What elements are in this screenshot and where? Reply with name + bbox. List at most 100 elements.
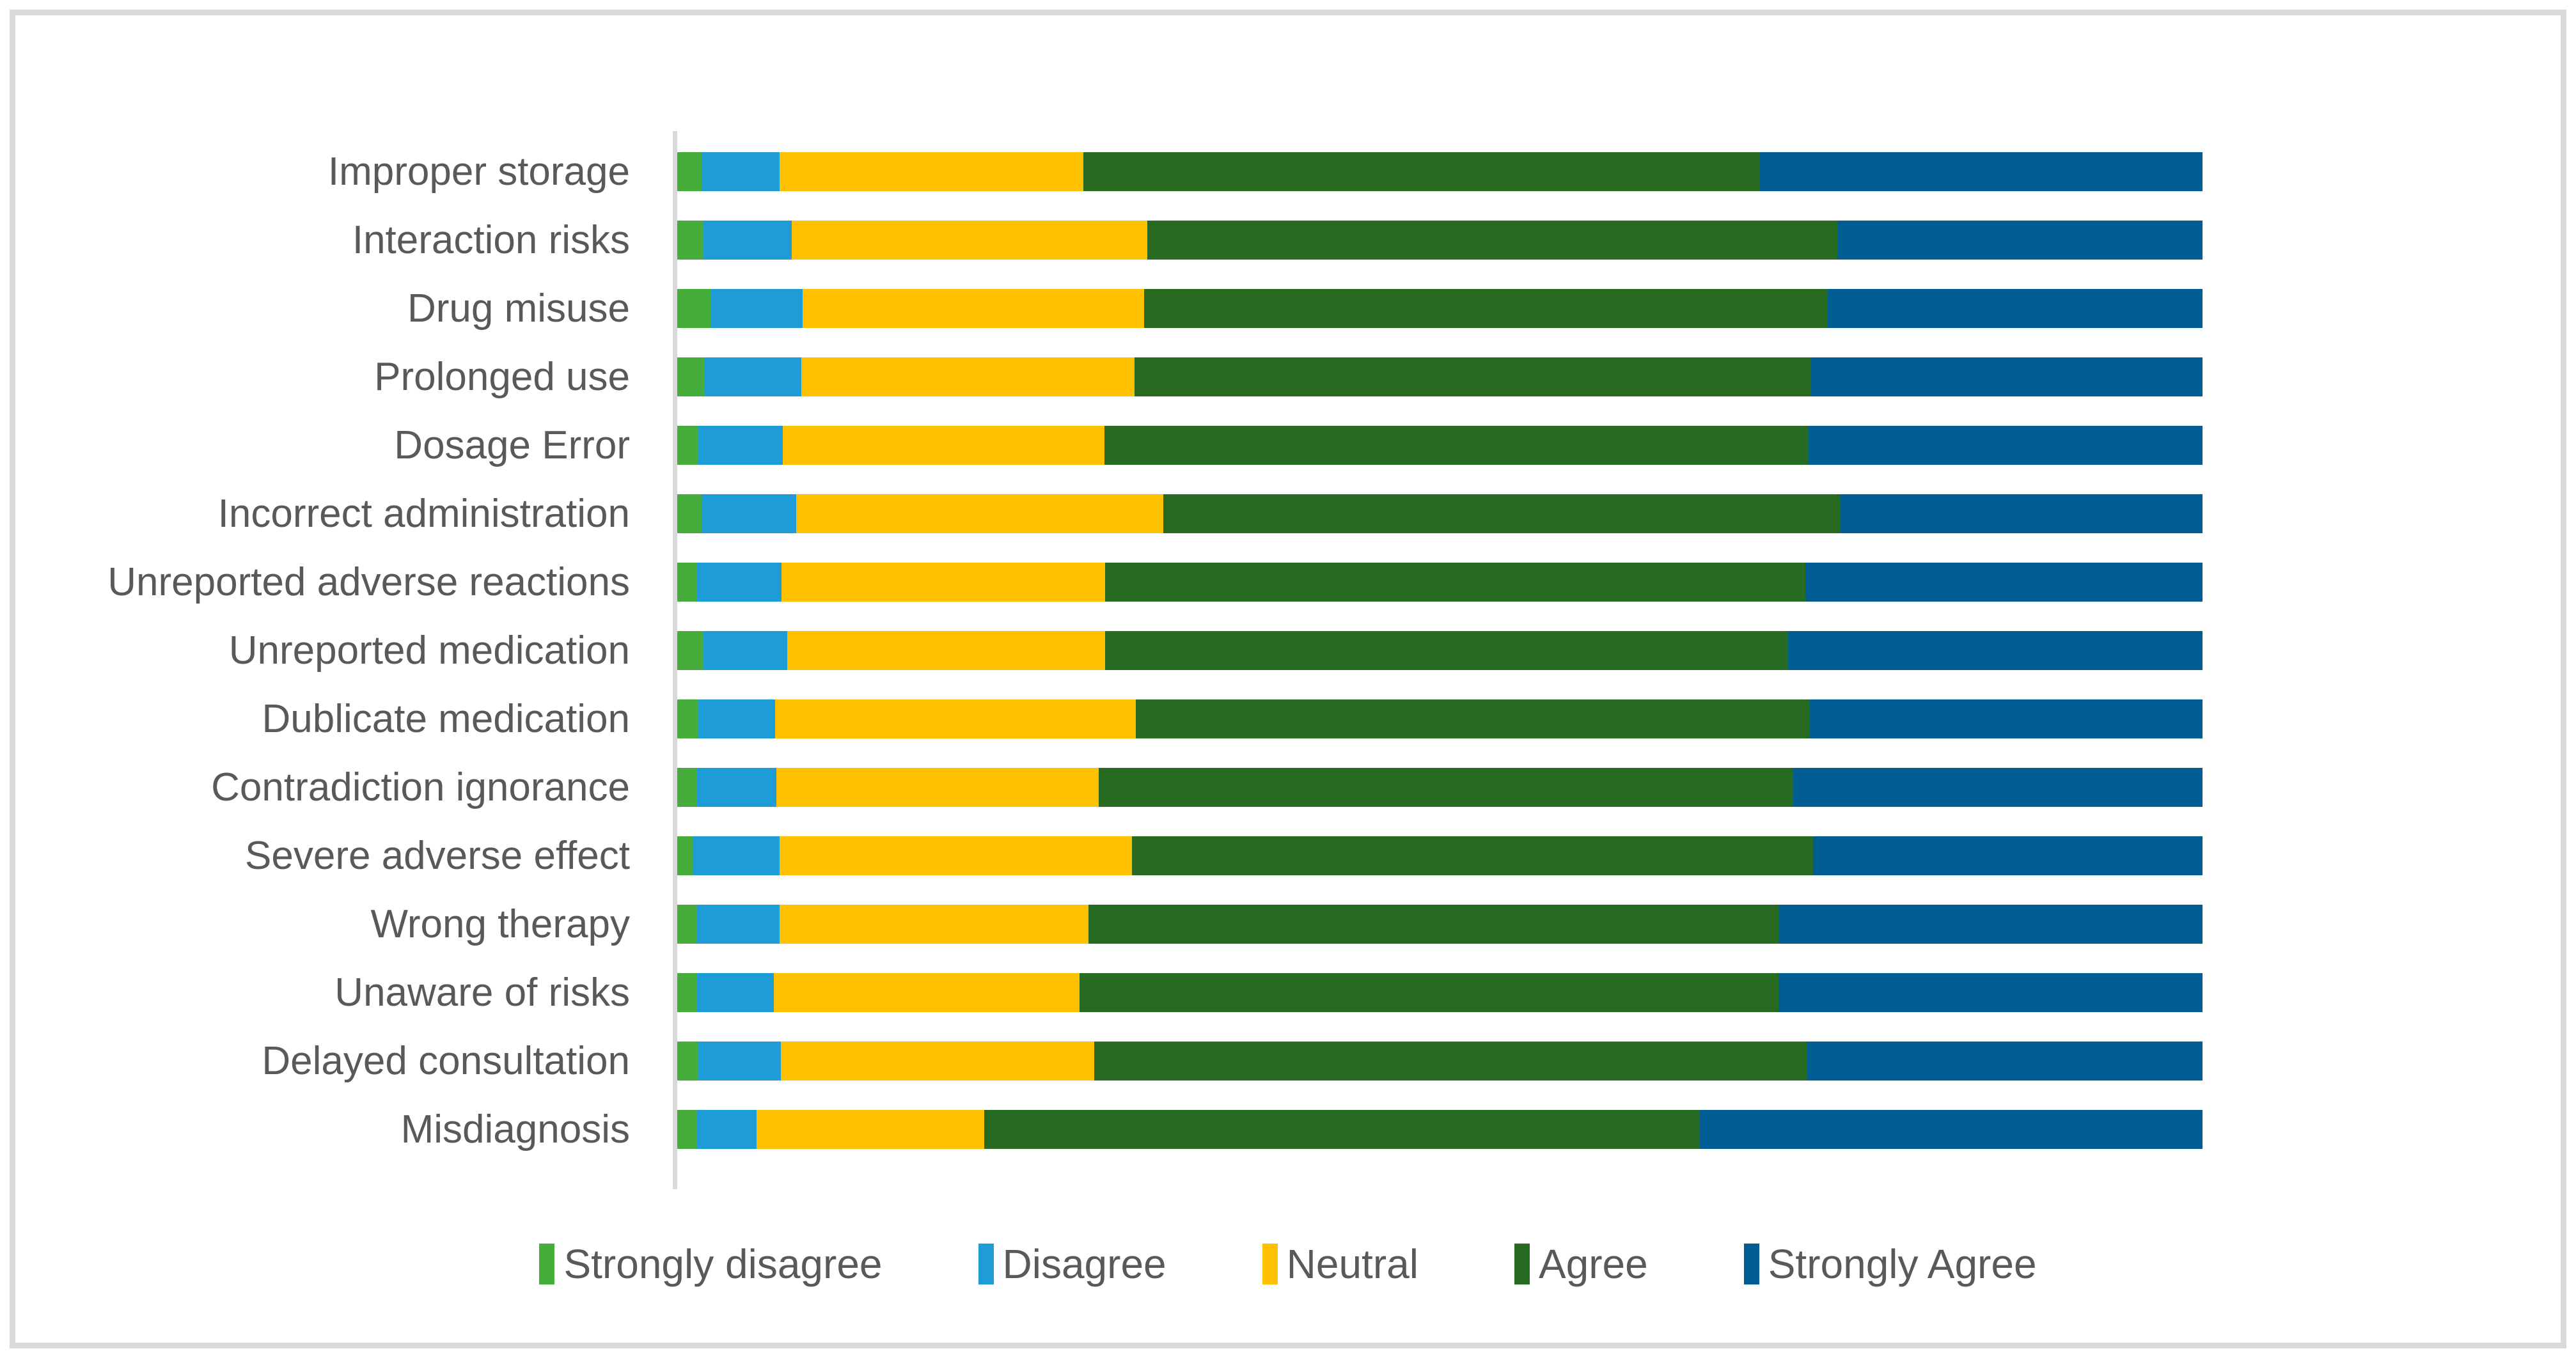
bar-track <box>677 1042 2203 1081</box>
bar-segment-neutral <box>782 426 1105 465</box>
bar-segment-disagree <box>698 699 775 738</box>
bar-segment-strongly-disagree <box>677 836 693 875</box>
bar-track <box>677 905 2203 944</box>
bar-segment-strongly-disagree <box>677 221 703 260</box>
bar-track <box>677 221 2203 260</box>
legend-item-strongly-disagree: Strongly disagree <box>539 1241 883 1287</box>
chart-legend: Strongly disagree Disagree Neutral Agree Str… <box>0 1244 2576 1284</box>
bar-segment-agree <box>984 1110 1700 1149</box>
bar-track <box>677 631 2203 670</box>
bar-segment-disagree <box>703 221 792 260</box>
bar-track <box>677 426 2203 465</box>
bar-row: Contradiction ignorance <box>0 753 2213 822</box>
category-label: Improper storage <box>327 149 630 194</box>
legend-label: Strongly disagree <box>563 1241 883 1287</box>
bar-segment-strongly-agree <box>1840 494 2203 533</box>
bar-row: Unaware of risks <box>0 958 2213 1027</box>
category-label: Delayed consultation <box>262 1038 630 1083</box>
bar-segment-disagree <box>702 494 797 533</box>
bar-segment-strongly-disagree <box>677 1042 699 1081</box>
legend-swatch-strongly-agree <box>1743 1244 1759 1284</box>
bar-segment-agree <box>1104 426 1809 465</box>
bar-row: Severe adverse effect <box>0 822 2213 890</box>
category-label: Unaware of risks <box>334 970 630 1015</box>
bar-segment-strongly-disagree <box>677 631 703 670</box>
bar-track <box>677 836 2203 875</box>
bar-segment-disagree <box>711 289 803 328</box>
category-label: Wrong therapy <box>370 901 630 946</box>
bar-segment-agree <box>1088 905 1780 944</box>
bar-segment-strongly-disagree <box>677 768 698 807</box>
bar-row: Delayed consultation <box>0 1027 2213 1095</box>
bar-segment-agree <box>1132 836 1814 875</box>
bar-segment-strongly-agree <box>1699 1110 2203 1149</box>
bar-row: Incorrect administration <box>0 480 2213 548</box>
category-label: Unreported medication <box>228 628 630 673</box>
bar-row: Drug misuse <box>0 274 2213 343</box>
bar-row: Wrong therapy <box>0 890 2213 958</box>
bar-row: Prolonged use <box>0 343 2213 411</box>
bar-segment-neutral <box>787 631 1106 670</box>
bar-segment-agree <box>1105 563 1805 602</box>
bar-segment-neutral <box>757 1110 985 1149</box>
legend-item-strongly-agree: Strongly Agree <box>1743 1244 2037 1284</box>
bar-segment-strongly-agree <box>1809 699 2203 738</box>
legend-item-neutral: Neutral <box>1262 1244 1418 1284</box>
bar-segment-agree <box>1105 631 1789 670</box>
bar-segment-disagree <box>692 836 780 875</box>
bar-segment-neutral <box>781 1042 1094 1081</box>
bar-segment-strongly-agree <box>1807 1042 2203 1081</box>
bar-track <box>677 1110 2203 1149</box>
bar-segment-neutral <box>780 905 1088 944</box>
category-axis-line <box>673 131 677 1189</box>
bar-segment-agree <box>1147 221 1838 260</box>
bar-segment-strongly-agree <box>1788 631 2203 670</box>
bar-segment-strongly-disagree <box>677 973 698 1012</box>
category-label: Severe adverse effect <box>245 833 630 878</box>
legend-item-agree: Agree <box>1514 1244 1648 1284</box>
bar-row: Improper storage <box>0 137 2213 206</box>
category-label: Drug misuse <box>407 286 630 331</box>
bar-segment-strongly-disagree <box>677 426 699 465</box>
bar-segment-disagree <box>697 563 781 602</box>
bar-segment-agree <box>1098 768 1794 807</box>
legend-label: Neutral <box>1286 1241 1418 1287</box>
bar-segment-neutral <box>774 699 1136 738</box>
legend-swatch-strongly-disagree <box>539 1244 555 1284</box>
bar-segment-strongly-disagree <box>677 152 702 191</box>
bar-segment-strongly-disagree <box>677 494 702 533</box>
bar-segment-strongly-agree <box>1809 426 2203 465</box>
bar-segment-disagree <box>697 905 780 944</box>
bar-segment-strongly-agree <box>1779 973 2203 1012</box>
bar-track <box>677 973 2203 1012</box>
bar-segment-agree <box>1163 494 1841 533</box>
bar-segment-disagree <box>697 768 777 807</box>
bar-segment-strongly-agree <box>1827 289 2203 328</box>
bar-segment-strongly-disagree <box>677 905 698 944</box>
legend-label: Disagree <box>1002 1241 1166 1287</box>
bar-segment-agree <box>1080 973 1779 1012</box>
bar-segment-neutral <box>801 357 1135 396</box>
bar-row: Dublicate medication <box>0 685 2213 753</box>
category-label: Dublicate medication <box>262 696 630 741</box>
bar-row: Dosage Error <box>0 411 2213 480</box>
bar-segment-strongly-disagree <box>677 699 699 738</box>
bar-segment-agree <box>1083 152 1760 191</box>
bar-segment-agree <box>1143 289 1828 328</box>
category-label: Dosage Error <box>394 423 630 467</box>
bar-track <box>677 768 2203 807</box>
bar-track <box>677 699 2203 738</box>
category-label: Misdiagnosis <box>400 1107 630 1151</box>
bar-segment-neutral <box>773 973 1080 1012</box>
bar-row: Unreported adverse reactions <box>0 548 2213 616</box>
legend-label: Agree <box>1538 1241 1648 1287</box>
bar-segment-disagree <box>698 1042 781 1081</box>
bar-segment-agree <box>1135 699 1810 738</box>
bar-track <box>677 357 2203 396</box>
bar-segment-disagree <box>703 631 788 670</box>
bar-row: Misdiagnosis <box>0 1095 2213 1164</box>
legend-swatch-neutral <box>1262 1244 1278 1284</box>
bar-segment-strongly-agree <box>1779 905 2203 944</box>
bar-track <box>677 563 2203 602</box>
